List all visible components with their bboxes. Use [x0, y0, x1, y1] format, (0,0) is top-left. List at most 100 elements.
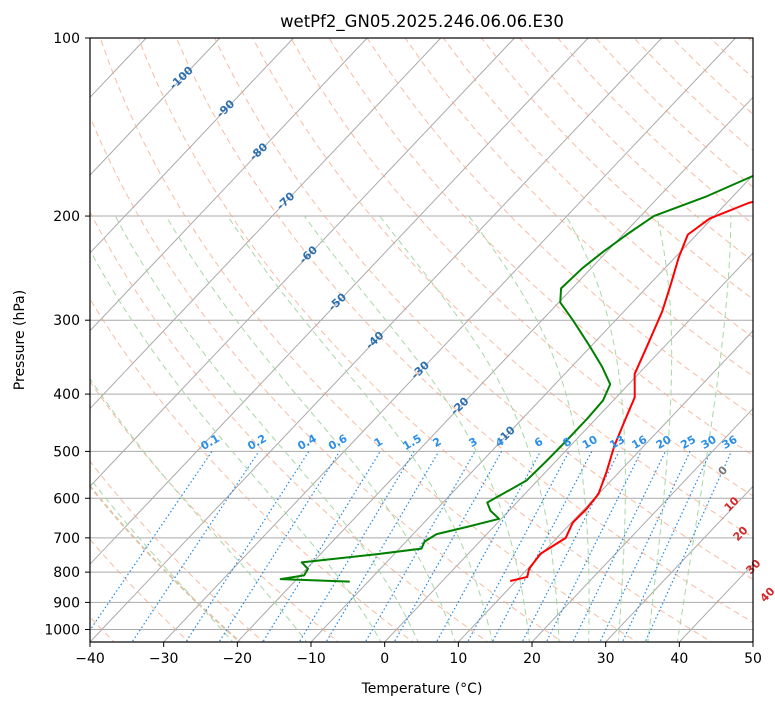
mixing-ratio-label: 13 [607, 433, 627, 452]
isotherm-line [310, 174, 753, 642]
mixing-ratio-label: 25 [678, 433, 698, 452]
moist-adiabat-line [227, 215, 493, 642]
mixing-ratio-label: 8 [561, 435, 574, 450]
y-tick-label: 500 [53, 444, 80, 460]
chart-title: wetPf2_GN05.2025.246.06.06.E30 [280, 12, 564, 32]
mixing-ratio-line [364, 451, 476, 642]
mixing-ratio-line [435, 451, 541, 642]
isotherm-line [90, 38, 368, 332]
x-tick-label: 20 [523, 651, 541, 667]
isotherm-line [752, 641, 753, 642]
mixing-ratio-line [298, 451, 415, 642]
mixing-ratio-line [393, 451, 503, 642]
mixing-ratio-line [599, 451, 691, 642]
isotherm-line [90, 38, 515, 488]
moist-adiabat-line [165, 215, 456, 642]
y-tick-label: 600 [53, 491, 80, 507]
mixing-ratio-line [621, 451, 712, 642]
x-tick-label: 0 [380, 651, 389, 667]
moist-adiabat-line [676, 216, 732, 642]
y-tick-label: 100 [53, 31, 80, 47]
isotherm-line [90, 38, 589, 565]
moist-adiabat-line [303, 215, 530, 642]
dry-adiabat-line [252, 38, 753, 538]
x-tick-label: 50 [744, 651, 762, 667]
temperature-profile-line [509, 200, 753, 582]
dry-adiabat-line [290, 38, 753, 497]
x-tick-label: 30 [597, 651, 615, 667]
dewpoint-profile-line [279, 174, 753, 583]
y-tick-label: 1000 [44, 622, 80, 638]
y-tick-label: 800 [53, 565, 80, 581]
mixing-ratio-label: 2 [430, 435, 443, 450]
mixing-ratio-label: 0.1 [199, 432, 222, 453]
x-tick-label: 10 [449, 651, 467, 667]
isotherm-line [90, 38, 442, 410]
mixing-ratio-line [262, 451, 381, 642]
moist-adiabat-label: 20 [731, 524, 751, 544]
x-tick-label: −40 [75, 651, 105, 667]
y-tick-label: 700 [53, 531, 80, 547]
dry-adiabat-line [99, 38, 638, 642]
x-tick-label: −30 [149, 651, 179, 667]
mixing-ratio-line [491, 451, 593, 642]
plot-frame [89, 37, 754, 643]
dry-adiabat-line [90, 298, 414, 642]
line-annotations: -100-90-80-70-60-50-40-30-20-100.1 0.2 0.4… [167, 64, 775, 605]
x-tick-label: −20 [223, 651, 253, 667]
x-axis: −40 −30 −20 −10 0 10 20 30 40 50 [75, 642, 762, 667]
dry-adiabat-line [595, 38, 753, 188]
mixing-ratio-line [185, 451, 310, 642]
y-tick-label: 300 [53, 313, 80, 329]
y-tick-label: 400 [53, 387, 80, 403]
dry-adiabat-line [175, 38, 753, 624]
isotherm-line [0, 38, 72, 644]
mixing-ratio-label: 6 [532, 435, 545, 450]
dry-adiabat-line [748, 38, 753, 43]
profile-lines [279, 174, 753, 583]
isotherm-line [90, 38, 294, 254]
mixing-ratio-label: 36 [720, 433, 740, 452]
moist-adiabat-line [114, 215, 419, 642]
y-axis-label: Pressure (hPa) [12, 290, 28, 390]
mixing-ratio-label: 1.5 [401, 432, 424, 453]
reference-curve [90, 484, 242, 642]
moist-adiabat-label: 40 [758, 585, 775, 605]
mixing-ratio-line [131, 451, 260, 642]
dry-adiabat-line [481, 38, 753, 300]
mixing-ratio-label: 16 [630, 433, 650, 452]
isotherm-line [604, 485, 753, 642]
x-tick-label: 40 [670, 651, 688, 667]
mixing-ratio-line [572, 451, 666, 642]
isotherm-line [162, 38, 736, 642]
isotherm-line [90, 38, 221, 176]
moist-adiabat-line [565, 215, 626, 642]
background-lines [0, 38, 753, 644]
dry-adiabat-line [519, 38, 753, 263]
y-tick-label: 200 [53, 209, 80, 225]
moist-adiabat-line [90, 249, 382, 642]
mixing-ratio-label: 20 [654, 433, 674, 452]
y-tick-label: 900 [53, 595, 80, 611]
dry-adiabat-line [90, 380, 340, 642]
x-axis-label: Temperature (°C) [361, 681, 483, 697]
dry-adiabat-line [442, 38, 753, 338]
x-tick-label: −10 [296, 651, 326, 667]
mixing-ratio-line [466, 451, 570, 642]
mixing-ratio-label: 10 [580, 433, 600, 452]
dry-adiabat-line [90, 115, 564, 642]
mixing-ratio-line [545, 451, 642, 642]
moist-adiabat-line [90, 377, 308, 642]
mixing-ratio-line [644, 451, 732, 642]
dry-adiabat-line [214, 38, 753, 581]
isotherm-line [90, 38, 663, 642]
moist-adiabat-line [379, 215, 560, 642]
isotherm-line [236, 96, 753, 642]
dry-adiabat-line [90, 210, 489, 642]
mixing-ratio-line [325, 451, 440, 642]
mixing-ratio-line [90, 451, 213, 632]
dry-adiabat-line [137, 38, 713, 642]
y-axis: 100 200 300 400 500 600 700 800 900 1000 [44, 31, 90, 638]
moist-adiabat-line [647, 215, 673, 642]
